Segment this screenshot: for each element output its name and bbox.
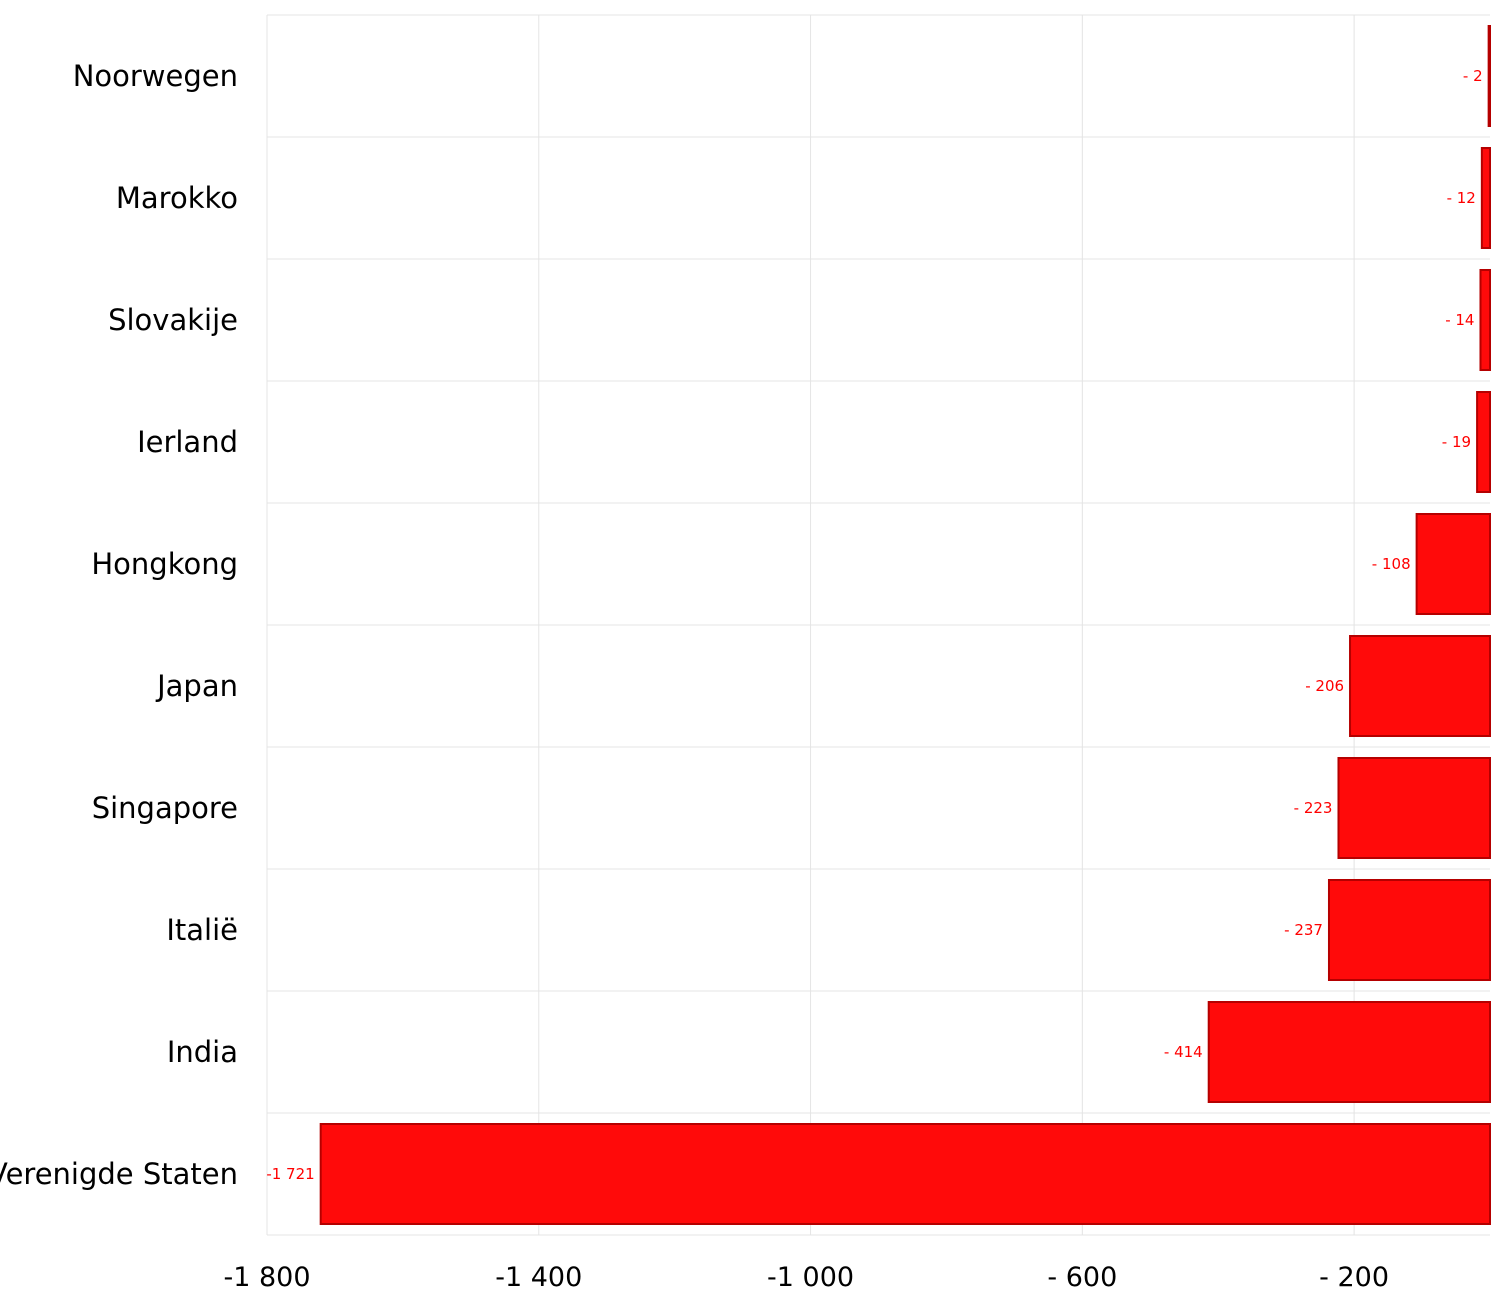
category-label: Italië: [166, 913, 238, 947]
data-label: - 14: [1445, 311, 1474, 329]
data-label: - 12: [1447, 189, 1476, 207]
bar: [1327, 879, 1491, 981]
x-tick-label: -1 000: [767, 1262, 854, 1290]
category-label: Noorwegen: [73, 59, 238, 93]
category-label: Japan: [155, 669, 238, 703]
x-tick-label: - 600: [1047, 1262, 1117, 1290]
data-label: - 223: [1294, 799, 1333, 817]
data-label: - 414: [1164, 1043, 1203, 1061]
bar: [1349, 635, 1491, 737]
category-label: Marokko: [116, 181, 238, 215]
bars: [319, 25, 1491, 1225]
bar: [1207, 1001, 1491, 1103]
data-label: - 206: [1305, 677, 1344, 695]
bar: [1479, 269, 1491, 371]
x-axis-ticks: -1 800 -1 400 -1 000 - 600 - 200: [223, 1262, 1389, 1290]
data-label: - 237: [1284, 921, 1323, 939]
category-label: India: [167, 1035, 238, 1069]
bar: [1487, 25, 1491, 127]
grid: [266, 14, 1490, 1236]
bar: [1476, 391, 1491, 493]
x-tick-label: -1 800: [223, 1262, 310, 1290]
category-label: Verenigde Staten: [0, 1157, 238, 1191]
x-tick-label: -1 400: [495, 1262, 582, 1290]
data-label: - 19: [1442, 433, 1471, 451]
x-tick-label: - 200: [1319, 1262, 1389, 1290]
category-label: Singapore: [92, 791, 238, 825]
data-label: - 2: [1463, 67, 1483, 85]
data-label: -1 721: [266, 1165, 314, 1183]
category-labels: Noorwegen Marokko Slovakije Ierland Hongkong…: [0, 59, 238, 1191]
data-label: - 108: [1372, 555, 1411, 573]
category-label: Hongkong: [91, 547, 238, 581]
bar: [1337, 757, 1491, 859]
bar: [1415, 513, 1491, 615]
data-labels: - 2 - 12 - 14 - 19 - 108 - 206 - 223 - 237 - 414…: [266, 67, 1482, 1183]
category-label: Slovakije: [108, 303, 238, 337]
bar: [1480, 147, 1491, 249]
bar: [319, 1123, 1491, 1225]
category-label: Ierland: [137, 425, 238, 459]
